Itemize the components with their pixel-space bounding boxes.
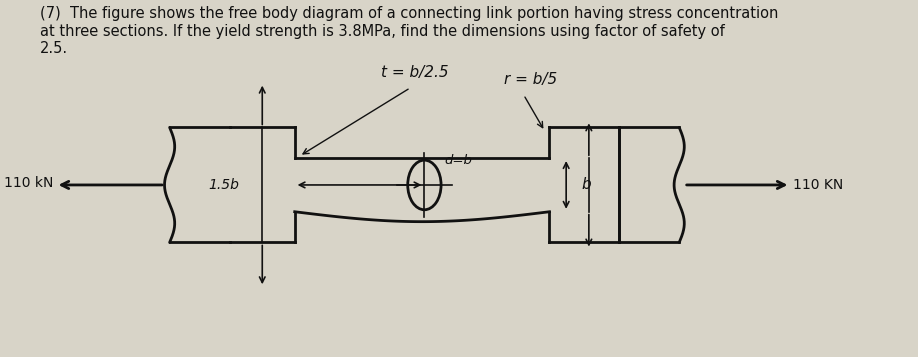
Text: 110 kN: 110 kN bbox=[5, 176, 54, 190]
Text: 1.5b: 1.5b bbox=[207, 178, 239, 192]
Text: r = b/5: r = b/5 bbox=[504, 72, 557, 87]
Text: t = b/2.5: t = b/2.5 bbox=[381, 65, 449, 80]
Text: 110 KN: 110 KN bbox=[793, 178, 844, 192]
Text: (7)  The figure shows the free body diagram of a connecting link portion having : (7) The figure shows the free body diagr… bbox=[39, 6, 778, 56]
Text: d=b: d=b bbox=[445, 154, 473, 167]
Text: b: b bbox=[582, 177, 591, 192]
